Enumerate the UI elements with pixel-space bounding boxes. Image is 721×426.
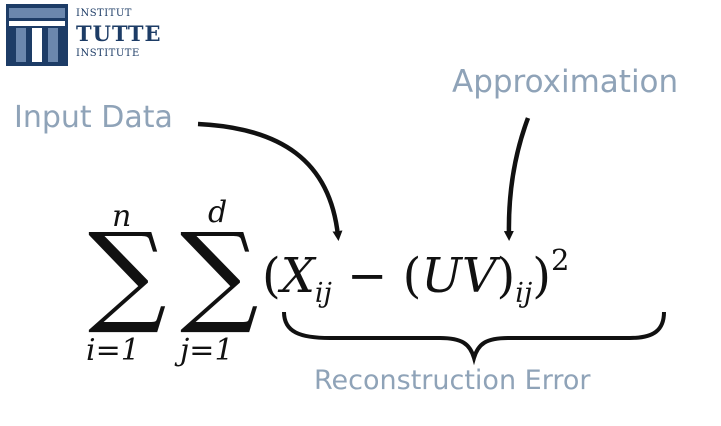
approximation-arrow — [503, 117, 531, 241]
inner-summation-symbol: ∑ — [180, 209, 259, 337]
input-data-arrow — [197, 121, 343, 241]
logo-text-tutte: TUTTE — [76, 21, 162, 46]
minus-sign: − ( — [331, 248, 422, 304]
open-paren: ( — [262, 248, 281, 304]
outer-sum-lower-limit: i=1 — [86, 333, 140, 368]
input-matrix-symbol: X — [280, 248, 315, 304]
outer-close-paren: ) — [532, 248, 551, 304]
logo-text-institute: INSTITUTE — [76, 48, 140, 59]
inner-close-paren: ) — [496, 248, 516, 304]
squared-error-expression: (Xij − (UV)ij)2 — [262, 243, 570, 309]
input-data-label: Input Data — [14, 100, 173, 135]
inner-sum-upper-limit: d — [208, 195, 228, 230]
institute-logo: INSTITUT TUTTE INSTITUTE — [6, 4, 166, 66]
square-exponent: 2 — [551, 243, 570, 277]
logo-text-institut: INSTITUT — [76, 8, 132, 19]
approximation-subscript: ij — [515, 278, 533, 309]
reconstruction-error-label: Reconstruction Error — [314, 365, 591, 396]
outer-sum-upper-limit: n — [112, 199, 132, 234]
reconstruction-brace — [282, 311, 666, 366]
approximation-label: Approximation — [452, 64, 679, 100]
logo-mark-icon — [6, 4, 68, 66]
approximation-symbol: UV — [421, 248, 497, 304]
inner-sum-lower-limit: j=1 — [180, 333, 234, 368]
input-matrix-subscript: ij — [314, 278, 332, 309]
outer-summation-symbol: ∑ — [88, 209, 167, 337]
